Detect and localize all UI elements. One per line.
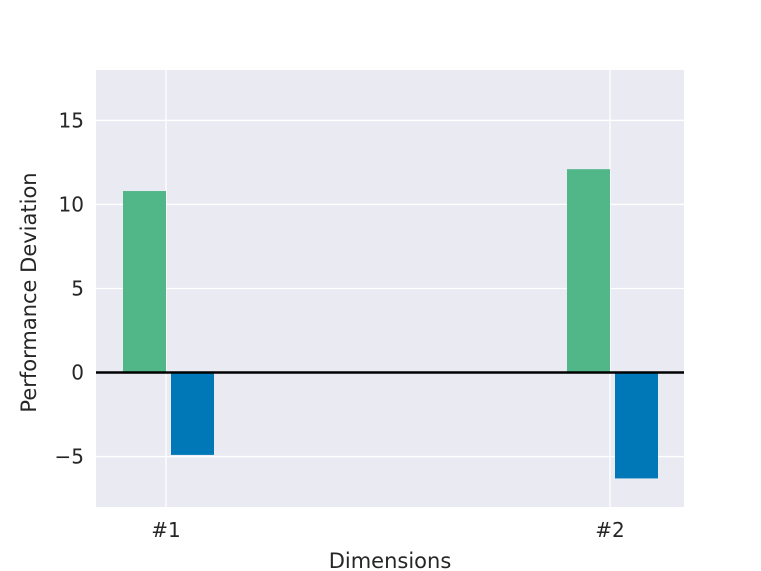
y-tick-label: 5 (71, 277, 84, 301)
bar-series-2-1 (171, 372, 214, 455)
bar-series-1-2 (567, 169, 610, 373)
y-axis: −5 0 5 10 15 (55, 108, 84, 468)
x-axis: #1 #2 (151, 518, 624, 542)
x-tick-label: #1 (151, 518, 180, 542)
y-tick-label: 10 (59, 192, 84, 216)
y-tick-label: −5 (55, 445, 84, 469)
y-tick-label: 15 (59, 108, 84, 132)
x-axis-label: Dimensions (329, 549, 452, 571)
y-axis-label: Performance Deviation (17, 172, 41, 412)
bars (123, 169, 658, 479)
x-tick-label: #2 (595, 518, 624, 542)
bar-series-2-2 (615, 372, 658, 479)
y-tick-label: 0 (71, 361, 84, 385)
bar-series-1-1 (123, 191, 166, 373)
